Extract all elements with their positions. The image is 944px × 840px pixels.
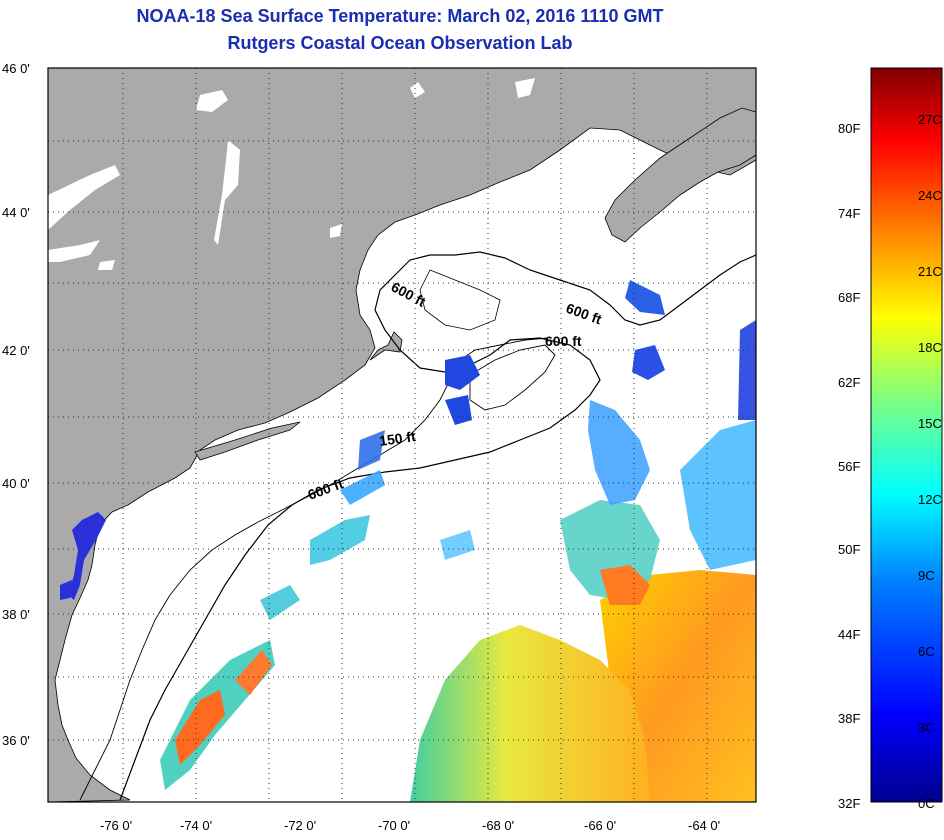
colorbar [870,67,943,803]
cb-f-38: 38F [838,711,860,726]
cb-c-0: 0C [918,796,935,811]
cb-c-9: 9C [918,568,935,583]
contour-600ft-shelf [119,251,756,801]
contour-gulf-maine [419,269,501,331]
lat-label-44: 44 0' [2,205,30,220]
delaware-bay [120,525,145,548]
cb-f-50: 50F [838,542,860,557]
lat-label-42: 42 0' [2,343,30,358]
lat-label-36: 36 0' [2,733,30,748]
cb-c-18: 18C [918,340,942,355]
map-subtitle: Rutgers Coastal Ocean Observation Lab [227,33,573,53]
lat-axis: 46 0' 44 0' 42 0' 40 0' 38 0' 36 0' [2,61,30,748]
lake-4 [48,240,100,262]
lon-label-70: -70 0' [378,818,410,833]
contour-label-4: 150 ft [378,428,417,449]
cb-c-6: 6C [918,644,935,659]
contour-georges-bank [469,344,556,411]
colorbar-c-labels: 27C 24C 21C 18C 15C 12C 9C 6C 3C 0C [918,112,942,811]
bay-mouth [60,580,72,600]
land-mainland [48,68,756,802]
land-cape-cod [369,331,403,361]
lat-label-40: 40 0' [2,476,30,491]
cb-f-80: 80F [838,121,860,136]
lat-label-46: 46 0' [2,61,30,76]
map-frame [47,67,757,803]
lake-8 [330,224,342,238]
map-title: NOAA-18 Sea Surface Temperature: March 0… [136,6,664,26]
lon-label-66: -66 0' [584,818,616,833]
cb-c-15: 15C [918,416,942,431]
colorbar-f-labels: 80F 74F 68F 62F 56F 50F 44F 38F 32F [838,121,860,811]
map-grid [48,68,756,802]
lon-label-64: -64 0' [688,818,720,833]
contour-label-3: 600 ft [545,333,582,349]
lon-label-74: -74 0' [180,818,212,833]
lon-label-68: -68 0' [482,818,514,833]
lake-7 [410,82,425,98]
lake-2 [214,140,240,245]
cb-f-56: 56F [838,459,860,474]
cb-f-32: 32F [838,796,860,811]
lon-label-76: -76 0' [100,818,132,833]
lake-3 [48,165,120,230]
cb-c-24: 24C [918,188,942,203]
cb-f-74: 74F [838,206,860,221]
land-long-island [194,421,301,461]
lon-axis: -76 0' -74 0' -72 0' -70 0' -68 0' -66 0… [100,818,720,833]
lake-5 [98,260,115,270]
cb-f-62: 62F [838,375,860,390]
lake-6 [515,78,535,98]
cb-c-27: 27C [918,112,942,127]
lat-label-38: 38 0' [2,607,30,622]
cb-f-44: 44F [838,627,860,642]
cb-c-3: 3C [918,720,935,735]
chesapeake-bay [68,512,106,600]
cb-c-12: 12C [918,492,942,507]
lon-label-72: -72 0' [284,818,316,833]
lake-1 [196,90,228,112]
cb-c-21: 21C [918,264,942,279]
cb-f-68: 68F [838,290,860,305]
